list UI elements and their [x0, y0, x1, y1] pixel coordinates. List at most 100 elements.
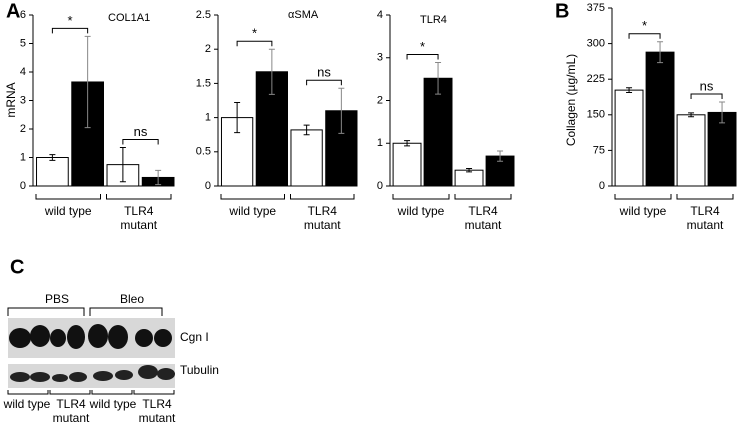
y-tick-label: 0.5	[196, 146, 211, 158]
bar	[290, 129, 323, 187]
y-tick-label: 1	[377, 137, 383, 149]
lane-bracket	[7, 390, 175, 395]
category-bracket	[676, 194, 734, 200]
y-tick-label: 1	[20, 151, 26, 163]
bar	[423, 77, 453, 187]
significance-label: ns	[700, 78, 714, 93]
significance-bracket	[628, 33, 661, 39]
y-tick-label: 150	[587, 109, 605, 121]
x-tick-label: wild type	[229, 204, 277, 218]
condition-label: Bleo	[120, 292, 144, 306]
significance-label: ns	[134, 124, 148, 139]
significance-label: ns	[317, 65, 331, 80]
y-tick-label: 6	[20, 9, 26, 21]
band-label: Tubulin	[180, 363, 219, 377]
error-bar	[466, 167, 473, 173]
chart-title: αSMA	[288, 9, 319, 21]
y-tick-label: 2	[20, 123, 26, 135]
significance-label: *	[67, 13, 72, 28]
error-bar	[657, 41, 664, 64]
y-tick-label: 375	[587, 2, 605, 14]
significance-label: *	[252, 26, 257, 41]
blot-signals	[9, 324, 172, 349]
category-bracket	[220, 194, 285, 200]
significance-bracket	[236, 40, 273, 47]
panel-label: A	[6, 0, 20, 22]
significance-bracket	[306, 79, 342, 86]
y-tick-label: 2	[377, 94, 383, 106]
bar	[614, 89, 644, 187]
y-tick-label: 225	[587, 73, 605, 85]
blot-signals	[10, 365, 175, 382]
y-tick-label: 0	[205, 180, 211, 192]
x-tick-label: TLR4 mutant	[686, 204, 724, 232]
y-tick-label: 3	[377, 52, 383, 64]
x-tick-label: wild type	[619, 204, 667, 218]
x-tick-label: TLR4 mutant	[303, 204, 341, 232]
x-tick-label: TLR4 mutant	[120, 204, 158, 232]
y-tick-label: 1	[205, 112, 211, 124]
x-tick-label: wild type	[397, 204, 445, 218]
bar	[454, 169, 484, 187]
bar	[392, 142, 422, 187]
category-bracket	[106, 194, 172, 200]
error-bar	[688, 112, 695, 118]
error-bar	[234, 102, 241, 134]
error-bar	[497, 150, 504, 162]
x-tick-label: TLR4 mutant	[464, 204, 502, 232]
significance-label: *	[642, 18, 647, 33]
error-bar	[404, 140, 411, 147]
lane-label: TLR4 mutant	[138, 397, 176, 422]
condition-bracket	[7, 307, 163, 316]
error-bar	[155, 169, 162, 186]
lane-label: wild type	[3, 397, 51, 411]
band-label: Cgn I	[180, 330, 209, 344]
y-tick-label: 0	[20, 180, 26, 192]
lane-label: wild type	[89, 397, 137, 411]
y-tick-label: 5	[20, 37, 26, 49]
y-tick-label: 3	[20, 94, 26, 106]
y-tick-label: 2	[205, 43, 211, 55]
y-tick-label: 4	[20, 66, 26, 78]
category-bracket	[35, 194, 101, 200]
bar	[676, 114, 706, 187]
category-bracket	[392, 194, 450, 200]
y-tick-label: 0	[599, 180, 605, 192]
y-axis-label: mRNA	[4, 82, 18, 117]
category-bracket	[614, 194, 672, 200]
chart-title: COL1A1	[108, 12, 150, 24]
y-tick-label: 300	[587, 38, 605, 50]
error-bar	[49, 154, 56, 161]
error-bar	[626, 87, 633, 93]
significance-bracket	[51, 27, 89, 34]
y-tick-label: 4	[377, 9, 383, 21]
significance-bracket	[690, 93, 723, 99]
y-axis-label: Collagen (µg/mL)	[564, 54, 578, 146]
chart-title: TLR4	[420, 14, 447, 26]
y-tick-label: 1.5	[196, 77, 211, 89]
error-bar	[119, 147, 126, 183]
bar	[707, 111, 737, 187]
significance-bracket	[406, 53, 439, 60]
error-bar	[84, 35, 91, 129]
condition-label: PBS	[45, 292, 69, 306]
significance-label: *	[420, 39, 425, 54]
error-bar	[435, 61, 442, 95]
panel-label: B	[555, 0, 569, 22]
x-tick-label: wild type	[44, 204, 92, 218]
panel-label: C	[10, 256, 24, 278]
bar	[645, 51, 675, 187]
significance-bracket	[122, 139, 159, 145]
error-bar	[719, 101, 726, 124]
bar	[36, 157, 69, 187]
error-bar	[268, 48, 275, 95]
category-bracket	[290, 194, 355, 200]
error-bar	[303, 124, 310, 136]
lane-label: TLR4 mutant	[52, 397, 90, 422]
y-tick-label: 2.5	[196, 9, 211, 21]
y-tick-label: 75	[593, 144, 605, 156]
category-bracket	[454, 194, 512, 200]
y-tick-label: 0	[377, 180, 383, 192]
